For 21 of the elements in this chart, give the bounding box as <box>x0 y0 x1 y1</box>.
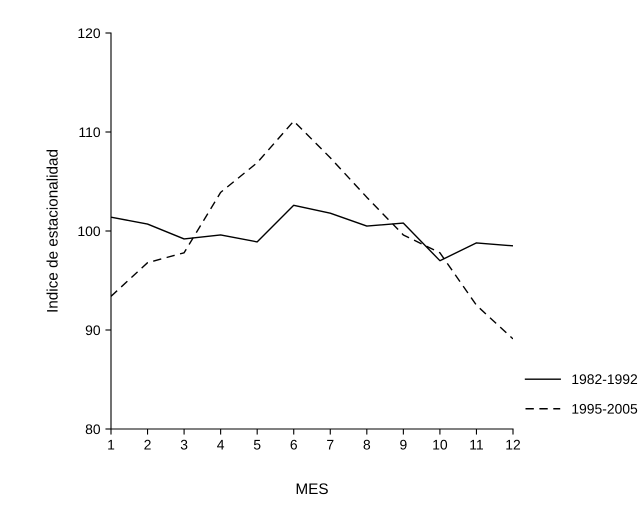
y-tick-label: 90 <box>86 325 100 336</box>
x-tick-label: 10 <box>433 440 448 450</box>
y-tick-label: 80 <box>86 424 100 434</box>
y-tick-label: 110 <box>79 127 100 138</box>
x-tick-label: 11 <box>470 440 483 450</box>
x-tick-label: 9 <box>400 440 407 450</box>
x-tick-label: 7 <box>327 440 334 450</box>
y-axis-title: Indice de estacionalidad <box>46 150 58 312</box>
y-tick-label: 120 <box>78 28 100 38</box>
x-tick-label: 6 <box>290 440 297 450</box>
y-tick-label: 100 <box>78 226 100 236</box>
legend-label: 1982-1992 <box>572 374 638 384</box>
x-tick-label: 5 <box>254 440 260 450</box>
x-tick-label: 12 <box>506 440 520 450</box>
x-tick-label: 1 <box>108 440 114 450</box>
x-tick-label: 3 <box>180 440 188 450</box>
x-tick-label: 8 <box>364 440 370 450</box>
x-tick-label: 4 <box>217 440 224 450</box>
legend-label: 1995-2005 <box>572 404 638 414</box>
x-axis-title: MES <box>296 483 328 494</box>
x-tick-label: 2 <box>144 440 151 450</box>
